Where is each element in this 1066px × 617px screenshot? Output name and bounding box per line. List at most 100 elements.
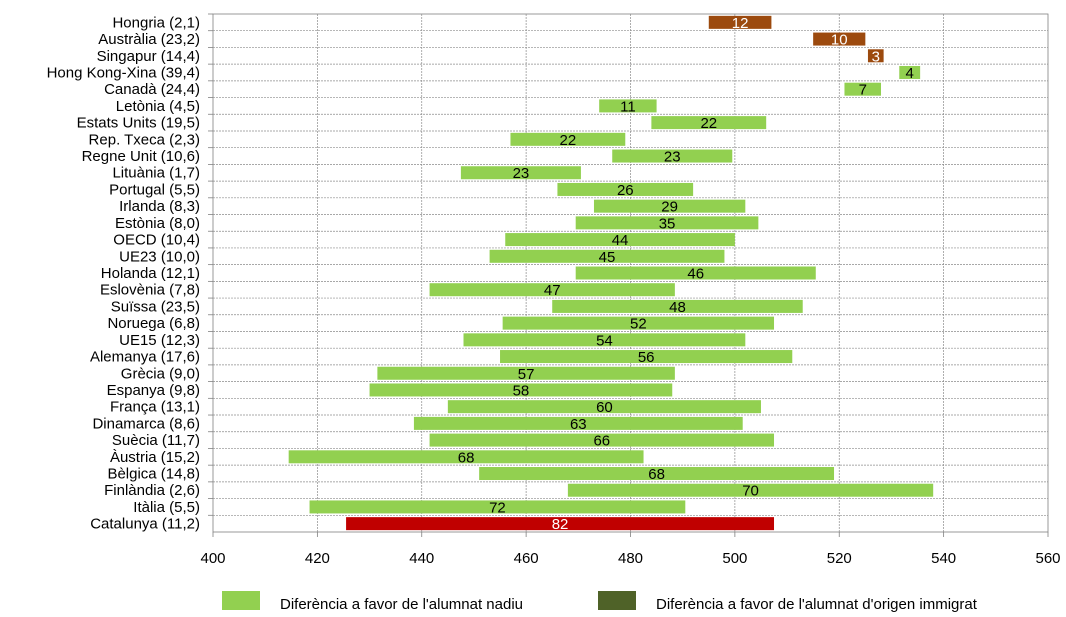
bar-data-label: 48 <box>669 299 686 316</box>
category-label: OECD (10,4) <box>113 232 200 249</box>
category-label: Finlàndia (2,6) <box>104 482 200 499</box>
category-label: Eslovènia (7,8) <box>100 282 200 299</box>
bar-data-label: 57 <box>518 366 535 383</box>
bar-data-label: 60 <box>596 399 613 416</box>
category-label: Noruega (6,8) <box>107 315 200 332</box>
bar-catalunya <box>346 517 775 531</box>
bar-native <box>460 166 581 180</box>
bar-native <box>844 82 881 96</box>
bar-data-label: 35 <box>659 215 676 232</box>
bar-native <box>899 65 921 79</box>
category-label: Suïssa (23,5) <box>111 298 200 315</box>
legend-swatch <box>598 591 636 610</box>
category-label: Itàlia (5,5) <box>133 499 200 516</box>
bar-native <box>651 116 767 130</box>
category-label: Estònia (8,0) <box>115 215 200 232</box>
bar-native <box>567 483 934 497</box>
bar-data-label: 68 <box>648 466 665 483</box>
category-label: Àustria (15,2) <box>110 449 200 466</box>
bar-native <box>510 132 626 146</box>
bar-data-label: 46 <box>687 266 704 283</box>
bar-native <box>309 500 686 514</box>
bar-native <box>447 400 761 414</box>
bar-immigrant <box>867 49 884 63</box>
x-tick-label: 540 <box>931 550 956 567</box>
bar-data-label: 70 <box>742 483 759 500</box>
x-tick-label: 560 <box>1035 550 1060 567</box>
bar-native <box>557 182 694 196</box>
x-tick-label: 520 <box>827 550 852 567</box>
category-label: Grècia (9,0) <box>121 365 200 382</box>
category-label: Hongria (2,1) <box>112 14 200 31</box>
bar-native <box>593 199 746 213</box>
legend-label: Diferència a favor de l'alumnat nadiu <box>280 596 523 613</box>
bar-native <box>429 283 675 297</box>
bar-data-label: 56 <box>638 349 655 366</box>
category-label: Bèlgica (14,8) <box>107 466 200 483</box>
category-label: UE15 (12,3) <box>119 332 200 349</box>
bar-native <box>599 99 657 113</box>
bar-data-label: 3 <box>872 48 880 65</box>
bar-data-label: 22 <box>700 115 717 132</box>
bar-native <box>575 216 759 230</box>
category-label: Estats Units (19,5) <box>77 115 200 132</box>
legend-swatch <box>222 591 260 610</box>
bar-data-label: 11 <box>620 98 636 115</box>
x-tick-label: 500 <box>722 550 747 567</box>
bar-data-label: 45 <box>599 249 616 266</box>
bar-data-label: 23 <box>664 149 681 166</box>
bar-native <box>369 383 673 397</box>
category-label: Letònia (4,5) <box>116 98 200 115</box>
bar-data-label: 63 <box>570 416 587 433</box>
bar-native <box>413 416 743 430</box>
bar-data-label: 82 <box>552 516 569 533</box>
legend-label: Diferència a favor de l'alumnat d'origen… <box>656 596 978 613</box>
bar-data-label: 12 <box>732 15 749 32</box>
bar-data-label: 58 <box>513 382 530 399</box>
x-tick-label: 420 <box>305 550 330 567</box>
bar-data-label: 68 <box>458 449 475 466</box>
bar-native <box>502 316 775 330</box>
bar-data-label: 29 <box>661 199 678 216</box>
x-tick-label: 460 <box>514 550 539 567</box>
bar-data-label: 4 <box>906 65 914 82</box>
category-label: Espanya (9,8) <box>107 382 200 399</box>
bar-native <box>288 450 644 464</box>
x-tick-label: 480 <box>618 550 643 567</box>
category-label: Austràlia (23,2) <box>98 31 200 48</box>
x-tick-label: 440 <box>409 550 434 567</box>
bar-native <box>500 350 793 364</box>
category-label: Hong Kong-Xina (39,4) <box>47 64 200 81</box>
category-label: Regne Unit (10,6) <box>82 148 200 165</box>
bar-data-label: 72 <box>489 499 506 516</box>
bar-native <box>552 299 803 313</box>
bar-native <box>429 433 775 447</box>
bar-data-label: 10 <box>831 32 848 49</box>
bar-data-label: 44 <box>612 232 629 249</box>
category-label: Irlanda (8,3) <box>119 198 200 215</box>
category-label: UE23 (10,0) <box>119 248 200 265</box>
bar-data-label: 47 <box>544 282 561 299</box>
category-label: Catalunya (11,2) <box>90 516 200 533</box>
category-label: Suècia (11,7) <box>112 432 200 449</box>
category-label: Canadà (24,4) <box>104 81 200 98</box>
bar-data-label: 7 <box>859 82 867 99</box>
category-label: França (13,1) <box>110 399 200 416</box>
category-label: Singapur (14,4) <box>97 48 200 65</box>
bar-immigrant <box>813 32 866 46</box>
category-label: Alemanya (17,6) <box>90 349 200 366</box>
bar-native <box>505 233 735 247</box>
bar-native <box>612 149 733 163</box>
category-label: Lituània (1,7) <box>112 165 200 182</box>
bar-immigrant <box>708 15 772 29</box>
bar-native <box>489 249 725 263</box>
bar-native <box>479 467 835 481</box>
bar-native <box>377 366 675 380</box>
bar-native <box>463 333 746 347</box>
bar-data-label: 52 <box>630 316 647 333</box>
bar-data-label: 23 <box>513 165 530 182</box>
category-label: Portugal (5,5) <box>109 181 200 198</box>
category-label: Holanda (12,1) <box>101 265 200 282</box>
category-label: Rep. Txeca (2,3) <box>89 131 200 148</box>
